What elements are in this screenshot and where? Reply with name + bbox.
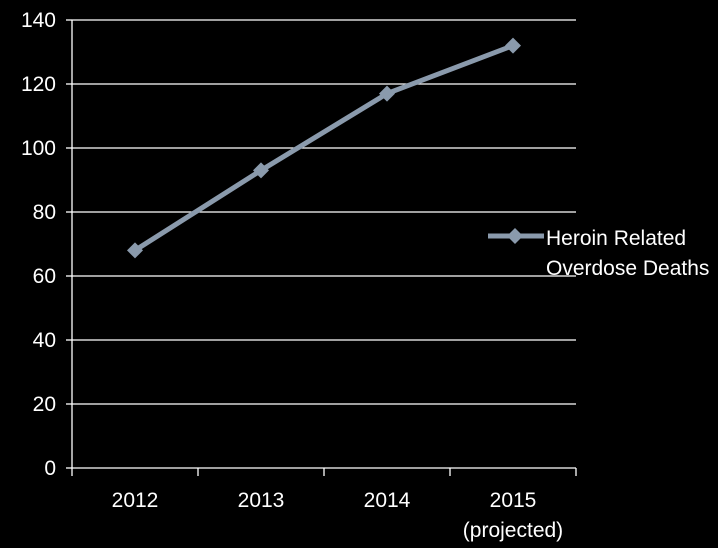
y-tick-label: 140 (21, 9, 56, 32)
y-tick-label: 120 (21, 73, 56, 96)
y-tick-label: 40 (33, 329, 56, 352)
y-tick-label: 20 (33, 393, 56, 416)
data-point-marker (253, 162, 269, 179)
axes (66, 19, 577, 476)
legend-label: Heroin Related Overdose Deaths (546, 227, 709, 280)
y-tick-labels: 0 20 40 60 80 100 120 140 (21, 9, 56, 480)
y-tick-label: 60 (33, 265, 56, 288)
y-tick-label: 0 (44, 457, 56, 480)
data-point-marker (379, 85, 395, 102)
x-tick-label: 2014 (364, 489, 411, 512)
x-tick-label: 2013 (238, 489, 285, 512)
data-point-marker (127, 242, 143, 259)
data-point-marker (505, 37, 521, 54)
x-tick-label: 2015 (projected) (463, 489, 563, 542)
x-tick-labels: 2012 2013 2014 2015 (projected) (112, 489, 564, 542)
legend: Heroin Related Overdose Deaths (488, 227, 709, 280)
y-tick-label: 80 (33, 201, 56, 224)
gridlines (72, 19, 576, 405)
series-line (132, 43, 516, 253)
y-tick-label: 100 (21, 137, 56, 160)
series (127, 37, 521, 259)
x-tick-label: 2012 (112, 489, 159, 512)
legend-marker (507, 228, 523, 244)
